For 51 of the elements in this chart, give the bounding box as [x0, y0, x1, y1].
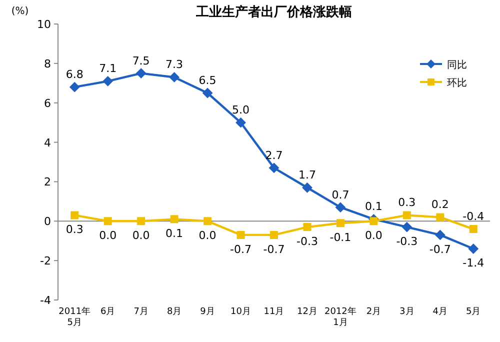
data-label: 0.0: [198, 229, 216, 242]
x-tick-label: 12月: [297, 307, 318, 317]
y-tick-label: 6: [44, 96, 51, 110]
y-tick-label: 2: [44, 176, 51, 189]
legend-label: 环比: [447, 77, 467, 89]
y-tick-label: 4: [44, 136, 51, 150]
x-tick-label: 9月: [200, 307, 215, 317]
x-tick-label: 8月: [166, 307, 182, 317]
legend-label: 同比: [447, 59, 467, 71]
data-label: 7.3: [166, 58, 184, 72]
data-label: 7.5: [132, 54, 150, 68]
x-tick-label: 6月: [100, 307, 116, 317]
data-label: -0.3: [396, 235, 418, 248]
title: 工业生产者出厂价格涨跌幅: [196, 5, 352, 20]
y-axis-title: (%): [11, 6, 29, 17]
data-label: 0.0: [364, 229, 382, 242]
x-tick-label: 10月: [230, 307, 251, 317]
x-tick-label: 7月: [134, 307, 148, 317]
data-label: 0.1: [166, 227, 184, 240]
data-label: 0.1: [364, 200, 382, 214]
data-label: 6.8: [66, 68, 84, 82]
x-tick-label: 11月: [264, 307, 284, 317]
data-label: 0.2: [431, 198, 449, 212]
data-label: -0.7: [230, 242, 252, 256]
data-label: 7.1: [99, 62, 117, 76]
x-tick-label: 5月: [466, 307, 481, 317]
data-label: 0.3: [66, 223, 84, 236]
data-label: 0.0: [99, 229, 117, 242]
y-tick-label: -4: [40, 294, 51, 307]
x-tick-label: 2011年 5月: [58, 306, 91, 328]
x-tick-label: 4月: [432, 307, 448, 317]
x-tick-label: 3月: [400, 307, 414, 317]
data-label: 0.0: [132, 229, 150, 242]
y-tick-label: 8: [44, 57, 51, 70]
x-tick-label: 2月: [366, 307, 382, 317]
data-label: 5.0: [232, 104, 250, 117]
data-label: 6.5: [198, 74, 216, 87]
y-tick-label: 0: [44, 215, 51, 228]
x-tick-label: 2012年 1月: [324, 306, 356, 328]
data-label: -1.4: [462, 256, 484, 270]
data-label: -0.7: [429, 242, 451, 256]
data-label: -0.7: [263, 242, 285, 256]
data-label: 0.3: [398, 196, 416, 210]
data-label: 1.7: [298, 168, 316, 182]
y-tick-label: 10: [37, 18, 51, 31]
data-label: 0.7: [332, 188, 350, 202]
data-label: -0.3: [296, 235, 318, 248]
data-label: 2.7: [265, 148, 283, 162]
data-label: -0.4: [462, 210, 484, 224]
data-label: -0.1: [330, 231, 352, 244]
y-tick-label: -2: [40, 254, 51, 268]
